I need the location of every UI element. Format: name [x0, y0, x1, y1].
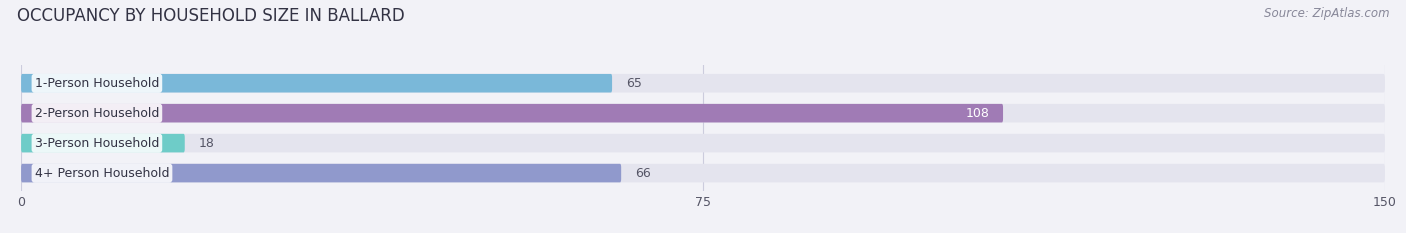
Text: 3-Person Household: 3-Person Household: [35, 137, 159, 150]
FancyBboxPatch shape: [21, 164, 1385, 182]
FancyBboxPatch shape: [21, 74, 1385, 93]
Text: OCCUPANCY BY HOUSEHOLD SIZE IN BALLARD: OCCUPANCY BY HOUSEHOLD SIZE IN BALLARD: [17, 7, 405, 25]
Text: 2-Person Household: 2-Person Household: [35, 107, 159, 120]
FancyBboxPatch shape: [21, 164, 621, 182]
FancyBboxPatch shape: [21, 134, 184, 152]
Text: 108: 108: [966, 107, 990, 120]
Text: 4+ Person Household: 4+ Person Household: [35, 167, 169, 180]
FancyBboxPatch shape: [21, 104, 1385, 123]
Text: 66: 66: [636, 167, 651, 180]
FancyBboxPatch shape: [21, 74, 612, 93]
Text: 18: 18: [198, 137, 214, 150]
FancyBboxPatch shape: [21, 134, 1385, 152]
Text: Source: ZipAtlas.com: Source: ZipAtlas.com: [1264, 7, 1389, 20]
FancyBboxPatch shape: [21, 104, 1002, 123]
Text: 65: 65: [626, 77, 641, 90]
Text: 1-Person Household: 1-Person Household: [35, 77, 159, 90]
